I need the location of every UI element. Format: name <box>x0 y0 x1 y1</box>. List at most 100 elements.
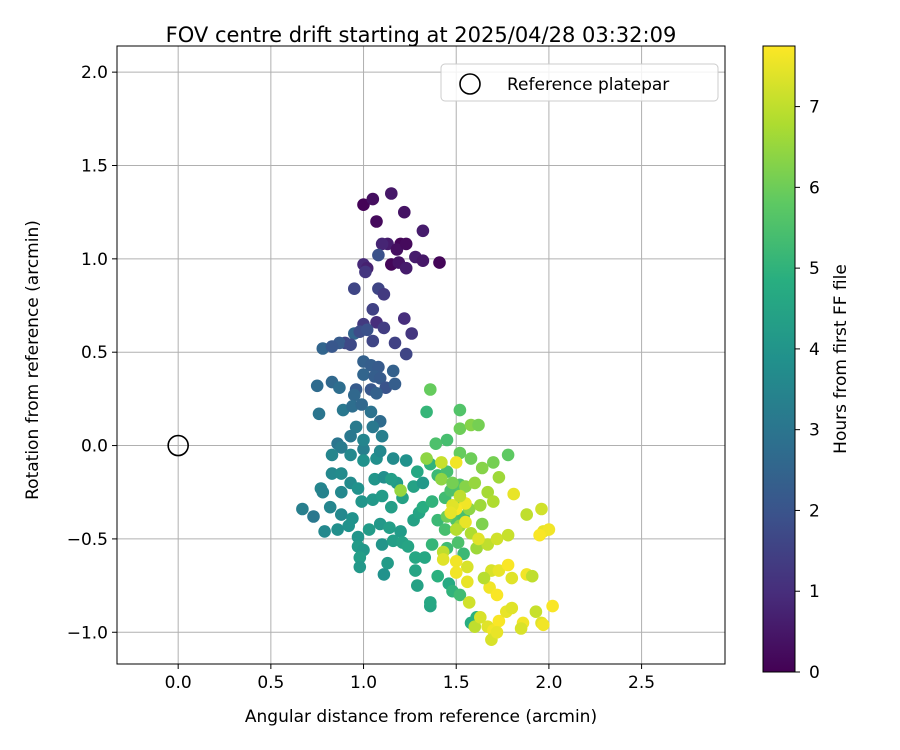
data-point <box>487 495 500 508</box>
data-point <box>398 312 411 325</box>
data-point <box>366 192 380 206</box>
data-point <box>411 579 424 592</box>
data-point <box>357 433 370 447</box>
data-point <box>468 620 482 633</box>
data-point <box>425 538 439 551</box>
data-point <box>409 564 422 577</box>
data-point <box>529 605 543 618</box>
data-point <box>357 454 370 467</box>
data-point <box>390 243 404 256</box>
data-point <box>501 528 515 542</box>
data-point <box>355 495 369 508</box>
data-point <box>501 558 515 572</box>
chart-title: FOV centre drift starting at 2025/04/28 … <box>166 23 677 47</box>
data-point <box>351 530 365 544</box>
data-point <box>375 237 389 251</box>
data-point <box>474 611 487 624</box>
data-point <box>490 532 504 546</box>
data-point <box>416 224 430 238</box>
data-point <box>388 377 402 391</box>
x-tick-label: 0.0 <box>165 673 192 693</box>
data-point <box>357 198 370 211</box>
x-axis-label: Angular distance from reference (arcmin) <box>245 707 597 727</box>
data-point <box>446 476 459 490</box>
colorbar-tick-label: 2 <box>809 501 820 521</box>
data-point <box>492 471 506 484</box>
data-point <box>451 536 465 549</box>
data-point <box>542 523 556 536</box>
colorbar-tick-label: 6 <box>809 178 820 198</box>
data-point <box>372 248 385 262</box>
data-point <box>435 472 448 486</box>
y-tick-label: 1.5 <box>81 156 108 176</box>
x-tick-label: 0.5 <box>257 673 284 693</box>
data-point <box>351 482 365 495</box>
data-point <box>344 338 357 352</box>
legend-box <box>440 63 719 102</box>
data-point <box>399 347 413 361</box>
data-point <box>453 489 467 503</box>
y-axis-label: Rotation from reference (arcmin) <box>23 220 43 500</box>
data-point <box>325 448 339 462</box>
data-point <box>449 523 463 536</box>
data-point <box>416 476 430 490</box>
data-point <box>505 571 519 585</box>
data-point <box>377 568 391 581</box>
data-point <box>449 456 463 469</box>
data-point <box>325 467 339 480</box>
data-point <box>409 551 422 564</box>
data-point <box>492 564 506 577</box>
data-point <box>435 456 448 469</box>
axis-ticks: 0.0 0.5 1.0 1.5 2.0 2.5 −1.0 −0.5 0.0 0.5 1.0 1.5 2.… <box>67 63 655 693</box>
colorbar-label: Hours from first FF file <box>831 264 851 454</box>
legend-label: Reference platepar <box>507 75 669 95</box>
colorbar-tick-label: 5 <box>809 259 820 279</box>
data-point <box>359 265 372 279</box>
data-point <box>307 510 320 523</box>
plot-frame <box>116 45 726 665</box>
colorbar-gradient <box>762 45 796 673</box>
legend: Reference platepar <box>440 63 719 102</box>
data-point <box>461 560 474 574</box>
data-point <box>507 487 520 501</box>
data-point <box>431 569 445 583</box>
x-tick-label: 2.5 <box>628 673 655 693</box>
data-point <box>399 454 413 467</box>
data-point <box>349 420 363 434</box>
data-point <box>459 515 472 529</box>
data-point <box>375 538 389 551</box>
data-point <box>385 187 398 200</box>
data-point <box>357 443 370 456</box>
data-point <box>525 569 539 583</box>
data-point <box>353 551 367 564</box>
data-point <box>381 556 394 570</box>
data-point <box>425 495 439 508</box>
data-point <box>449 566 463 579</box>
data-point <box>420 452 433 465</box>
data-point <box>405 327 419 340</box>
y-tick-label: 1.0 <box>81 250 108 270</box>
colorbar: 0 1 2 3 4 5 6 7 Hours from first FF file <box>762 45 851 683</box>
reference-platepar-marker <box>167 434 189 457</box>
data-point <box>375 429 389 443</box>
data-point <box>296 502 309 516</box>
data-point <box>416 254 430 267</box>
data-point <box>449 555 463 568</box>
y-tick-label: −0.5 <box>67 530 108 550</box>
data-point <box>385 500 398 514</box>
data-point <box>514 622 528 635</box>
data-point <box>342 519 356 533</box>
data-point <box>366 334 380 348</box>
data-point <box>318 525 331 538</box>
data-point <box>424 383 437 396</box>
data-point <box>440 433 454 447</box>
data-point <box>375 489 389 503</box>
data-point <box>344 429 357 443</box>
data-point <box>394 525 407 538</box>
y-tick-label: 2.0 <box>81 63 108 83</box>
data-point <box>312 407 326 421</box>
data-point <box>438 523 452 536</box>
reference-marker-layer <box>167 434 189 457</box>
data-point <box>477 571 491 585</box>
